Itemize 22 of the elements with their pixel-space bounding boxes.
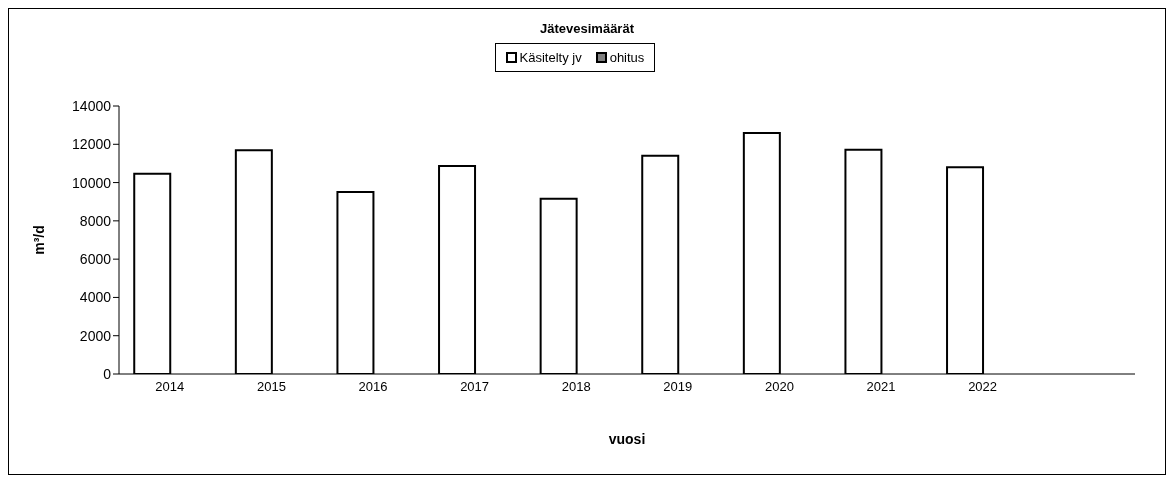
y-tick-label: 8000 <box>79 212 112 229</box>
y-tick-label: 0 <box>103 365 112 382</box>
legend-label: ohitus <box>608 50 645 65</box>
x-tick-label: 2022 <box>968 379 998 395</box>
y-tick-label: 4000 <box>79 289 112 306</box>
x-tick-label: 2015 <box>256 379 286 395</box>
x-axis-title: vuosi <box>608 431 646 447</box>
x-tick-label: 2016 <box>358 379 388 395</box>
y-tick-label: 10000 <box>72 174 112 191</box>
y-tick-label: 14000 <box>72 97 112 114</box>
chart-title: Jätevesimäärät <box>539 21 635 36</box>
x-tick-label: 2018 <box>561 379 591 395</box>
legend-label: Käsitelty jv <box>518 50 582 65</box>
x-tick-label: 2017 <box>460 379 490 395</box>
x-tick-label: 2021 <box>866 379 896 395</box>
y-tick-label: 6000 <box>79 251 112 268</box>
y-tick-label: 2000 <box>79 327 112 344</box>
x-tick-label: 2020 <box>764 379 794 395</box>
x-tick-label: 2019 <box>663 379 693 395</box>
y-axis-title: m³/d <box>30 225 47 255</box>
x-tick-label: 2014 <box>155 379 185 395</box>
y-tick-label: 12000 <box>72 136 112 153</box>
